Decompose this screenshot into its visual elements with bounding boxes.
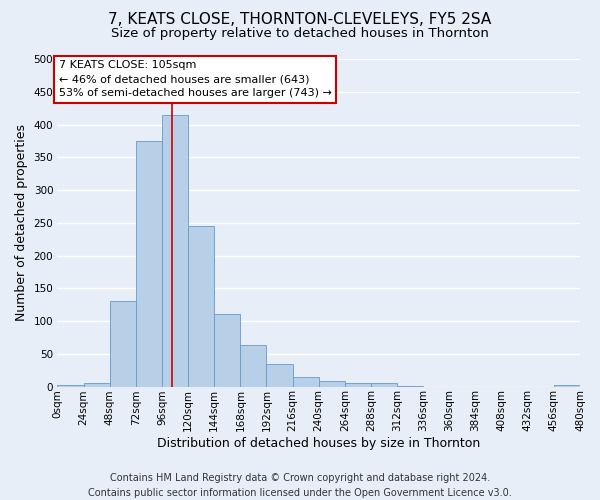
Bar xyxy=(58,384,83,386)
Bar xyxy=(266,364,293,386)
Bar xyxy=(554,384,580,386)
Bar xyxy=(371,382,397,386)
Bar xyxy=(214,314,241,386)
Bar xyxy=(241,344,266,387)
Bar xyxy=(162,114,188,386)
Bar xyxy=(345,384,371,386)
Text: Size of property relative to detached houses in Thornton: Size of property relative to detached ho… xyxy=(111,28,489,40)
Bar xyxy=(293,378,319,386)
Text: Contains HM Land Registry data © Crown copyright and database right 2024.
Contai: Contains HM Land Registry data © Crown c… xyxy=(88,472,512,498)
Bar xyxy=(83,382,110,386)
Bar xyxy=(136,141,162,386)
Bar xyxy=(188,226,214,386)
Text: 7 KEATS CLOSE: 105sqm
← 46% of detached houses are smaller (643)
53% of semi-det: 7 KEATS CLOSE: 105sqm ← 46% of detached … xyxy=(59,60,331,98)
Bar xyxy=(110,302,136,386)
Y-axis label: Number of detached properties: Number of detached properties xyxy=(15,124,28,322)
Text: 7, KEATS CLOSE, THORNTON-CLEVELEYS, FY5 2SA: 7, KEATS CLOSE, THORNTON-CLEVELEYS, FY5 … xyxy=(109,12,491,28)
X-axis label: Distribution of detached houses by size in Thornton: Distribution of detached houses by size … xyxy=(157,437,481,450)
Bar xyxy=(319,382,345,386)
